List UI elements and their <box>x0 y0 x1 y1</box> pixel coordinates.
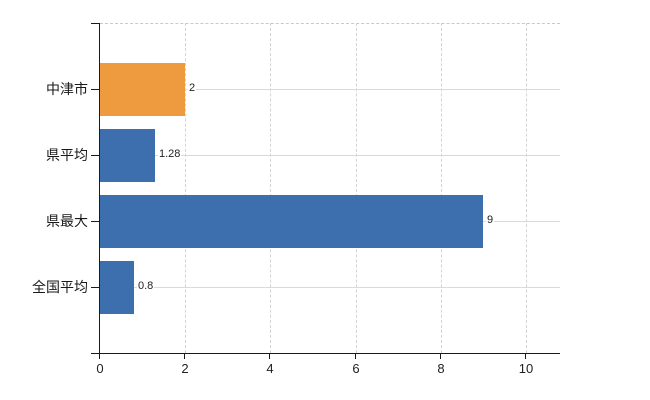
category-label: 全国平均 <box>32 279 88 295</box>
grid-line-horizontal <box>100 287 560 288</box>
grid-line-vertical <box>185 23 186 353</box>
category-label: 県平均 <box>46 147 88 163</box>
x-axis-tick <box>355 354 356 359</box>
x-axis-tick <box>184 354 185 359</box>
bar-県平均 <box>100 129 155 182</box>
grid-line-vertical <box>526 23 527 353</box>
plot-top-border <box>100 23 560 24</box>
x-tick-label: 6 <box>352 361 360 376</box>
x-axis-tick <box>269 354 270 359</box>
bar-県最大 <box>100 195 483 248</box>
value-label: 9 <box>486 214 495 226</box>
bar-中津市 <box>100 63 185 116</box>
x-tick-label: 0 <box>96 361 104 376</box>
y-axis-tick <box>91 89 99 90</box>
grid-line-vertical <box>441 23 442 353</box>
value-label: 0.8 <box>137 280 155 292</box>
grid-line-horizontal <box>100 89 560 90</box>
category-label: 中津市 <box>46 81 88 97</box>
y-axis-tick <box>91 287 99 288</box>
x-axis-tick <box>440 354 441 359</box>
grid-line-vertical <box>270 23 271 353</box>
value-label: 1.28 <box>158 148 182 160</box>
plot-area: 0 2 4 6 8 10 中津市県平均県最大全国平均 2 1.28 9 0.8 <box>32 23 560 375</box>
x-tick-label: 4 <box>266 361 274 376</box>
category-label: 県最大 <box>46 213 88 229</box>
x-tick-label: 2 <box>181 361 189 376</box>
y-axis-tick <box>91 221 99 222</box>
grid-line-horizontal <box>100 155 560 156</box>
x-axis-line <box>91 353 560 354</box>
bar-全国平均 <box>100 261 134 314</box>
grid-line-vertical <box>356 23 357 353</box>
y-axis-line <box>99 23 100 359</box>
x-tick-label: 8 <box>437 361 445 376</box>
y-axis-tick <box>91 23 99 24</box>
y-axis-tick <box>91 155 99 156</box>
x-axis-tick <box>525 354 526 359</box>
x-axis-tick <box>99 354 100 359</box>
x-tick-label: 10 <box>518 361 534 376</box>
value-label: 2 <box>188 82 197 94</box>
